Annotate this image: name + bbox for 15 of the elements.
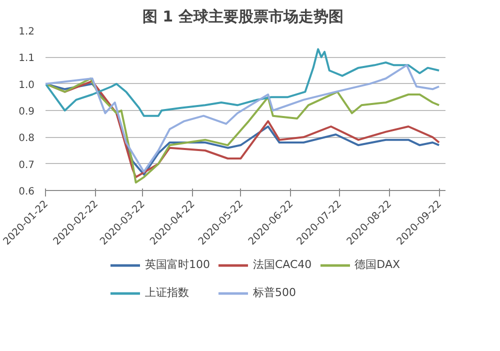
line-series (46, 48, 440, 117)
legend-label: 上证指数 (144, 285, 189, 300)
legend-label: 标普500 (252, 285, 296, 300)
legend-label: 法国CAC40 (252, 257, 312, 272)
line-series (46, 64, 440, 173)
y-tick-label: 1.1 (18, 53, 35, 64)
y-tick-label: 0.7 (18, 160, 35, 171)
chart-title: 图 1 全球主要股票市场走势图 (142, 8, 344, 26)
y-tick-label: 0.9 (18, 106, 35, 118)
legend-label: 英国富时100 (144, 257, 210, 272)
y-tick-label: 1.0 (18, 80, 35, 91)
legend-label: 德国DAX (354, 257, 400, 272)
y-tick-label: 0.6 (18, 186, 35, 198)
y-tick-label: 0.8 (18, 133, 35, 144)
y-tick-label: 1.2 (18, 26, 35, 38)
